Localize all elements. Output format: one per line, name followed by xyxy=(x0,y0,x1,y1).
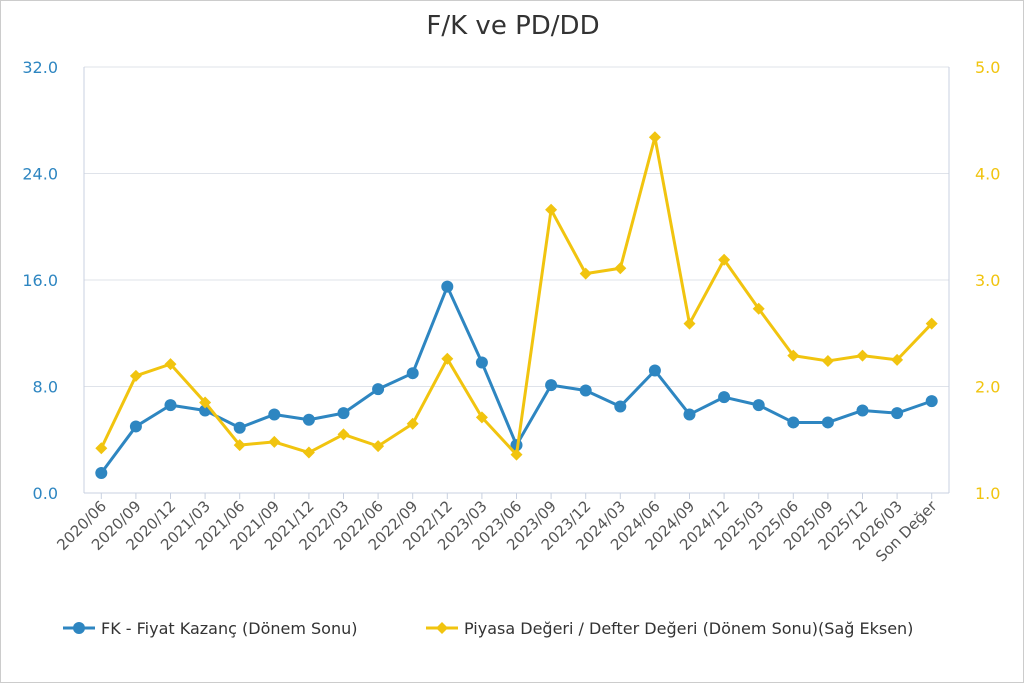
data-point xyxy=(821,354,834,367)
legend-item-label: Piyasa Değeri / Defter Değeri (Dönem Son… xyxy=(464,619,913,638)
data-point xyxy=(648,364,661,377)
right-tick-label: 3.0 xyxy=(975,271,1000,290)
data-point xyxy=(683,317,696,330)
data-point xyxy=(233,421,246,434)
data-point xyxy=(579,384,592,397)
right-tick-label: 1.0 xyxy=(975,484,1000,503)
right-tick-label: 4.0 xyxy=(975,165,1000,184)
left-tick-label: 24.0 xyxy=(22,165,58,184)
chart-title: F/K ve PD/DD xyxy=(426,11,599,41)
data-point xyxy=(787,416,800,429)
data-point xyxy=(718,253,731,266)
data-point xyxy=(510,448,523,461)
data-point xyxy=(856,404,869,417)
data-point xyxy=(614,262,627,275)
data-point xyxy=(199,396,212,409)
data-point xyxy=(614,400,627,413)
legend-marker-diamond xyxy=(436,622,448,634)
data-point xyxy=(95,442,108,455)
left-tick-label: 32.0 xyxy=(22,58,58,77)
data-point xyxy=(856,349,869,362)
data-point xyxy=(95,467,108,480)
data-point xyxy=(545,379,558,392)
data-point xyxy=(129,420,142,433)
left-tick-label: 16.0 xyxy=(22,271,58,290)
data-point xyxy=(475,411,488,424)
data-point xyxy=(441,352,454,365)
data-point xyxy=(337,407,350,420)
data-point xyxy=(475,356,488,369)
data-point xyxy=(302,413,315,426)
data-point xyxy=(925,395,938,408)
data-point xyxy=(579,267,592,280)
data-point xyxy=(648,131,661,144)
data-point xyxy=(891,407,904,420)
legend-item-label: FK - Fiyat Kazanç (Dönem Sonu) xyxy=(101,619,357,638)
series-line-1 xyxy=(99,135,933,457)
data-point xyxy=(545,203,558,216)
data-point xyxy=(233,439,246,452)
right-tick-label: 2.0 xyxy=(975,378,1000,397)
data-point xyxy=(337,428,350,441)
data-point xyxy=(718,391,731,404)
data-point xyxy=(406,367,419,380)
data-point xyxy=(821,416,834,429)
data-point xyxy=(268,408,281,421)
left-tick-label: 0.0 xyxy=(33,484,58,503)
data-point xyxy=(752,302,765,315)
data-point xyxy=(164,358,177,371)
data-point xyxy=(925,317,938,330)
data-point xyxy=(787,349,800,362)
data-point xyxy=(268,435,281,448)
data-point xyxy=(372,440,385,453)
data-point xyxy=(129,369,142,382)
right-tick-label: 5.0 xyxy=(975,58,1000,77)
data-point xyxy=(752,399,765,412)
data-point xyxy=(302,446,315,459)
data-point xyxy=(891,353,904,366)
data-point xyxy=(441,280,454,293)
data-point xyxy=(372,383,385,396)
legend-marker-circle xyxy=(73,622,85,634)
left-tick-label: 8.0 xyxy=(33,378,58,397)
data-point xyxy=(164,399,177,412)
data-point xyxy=(683,408,696,421)
data-point xyxy=(406,417,419,430)
